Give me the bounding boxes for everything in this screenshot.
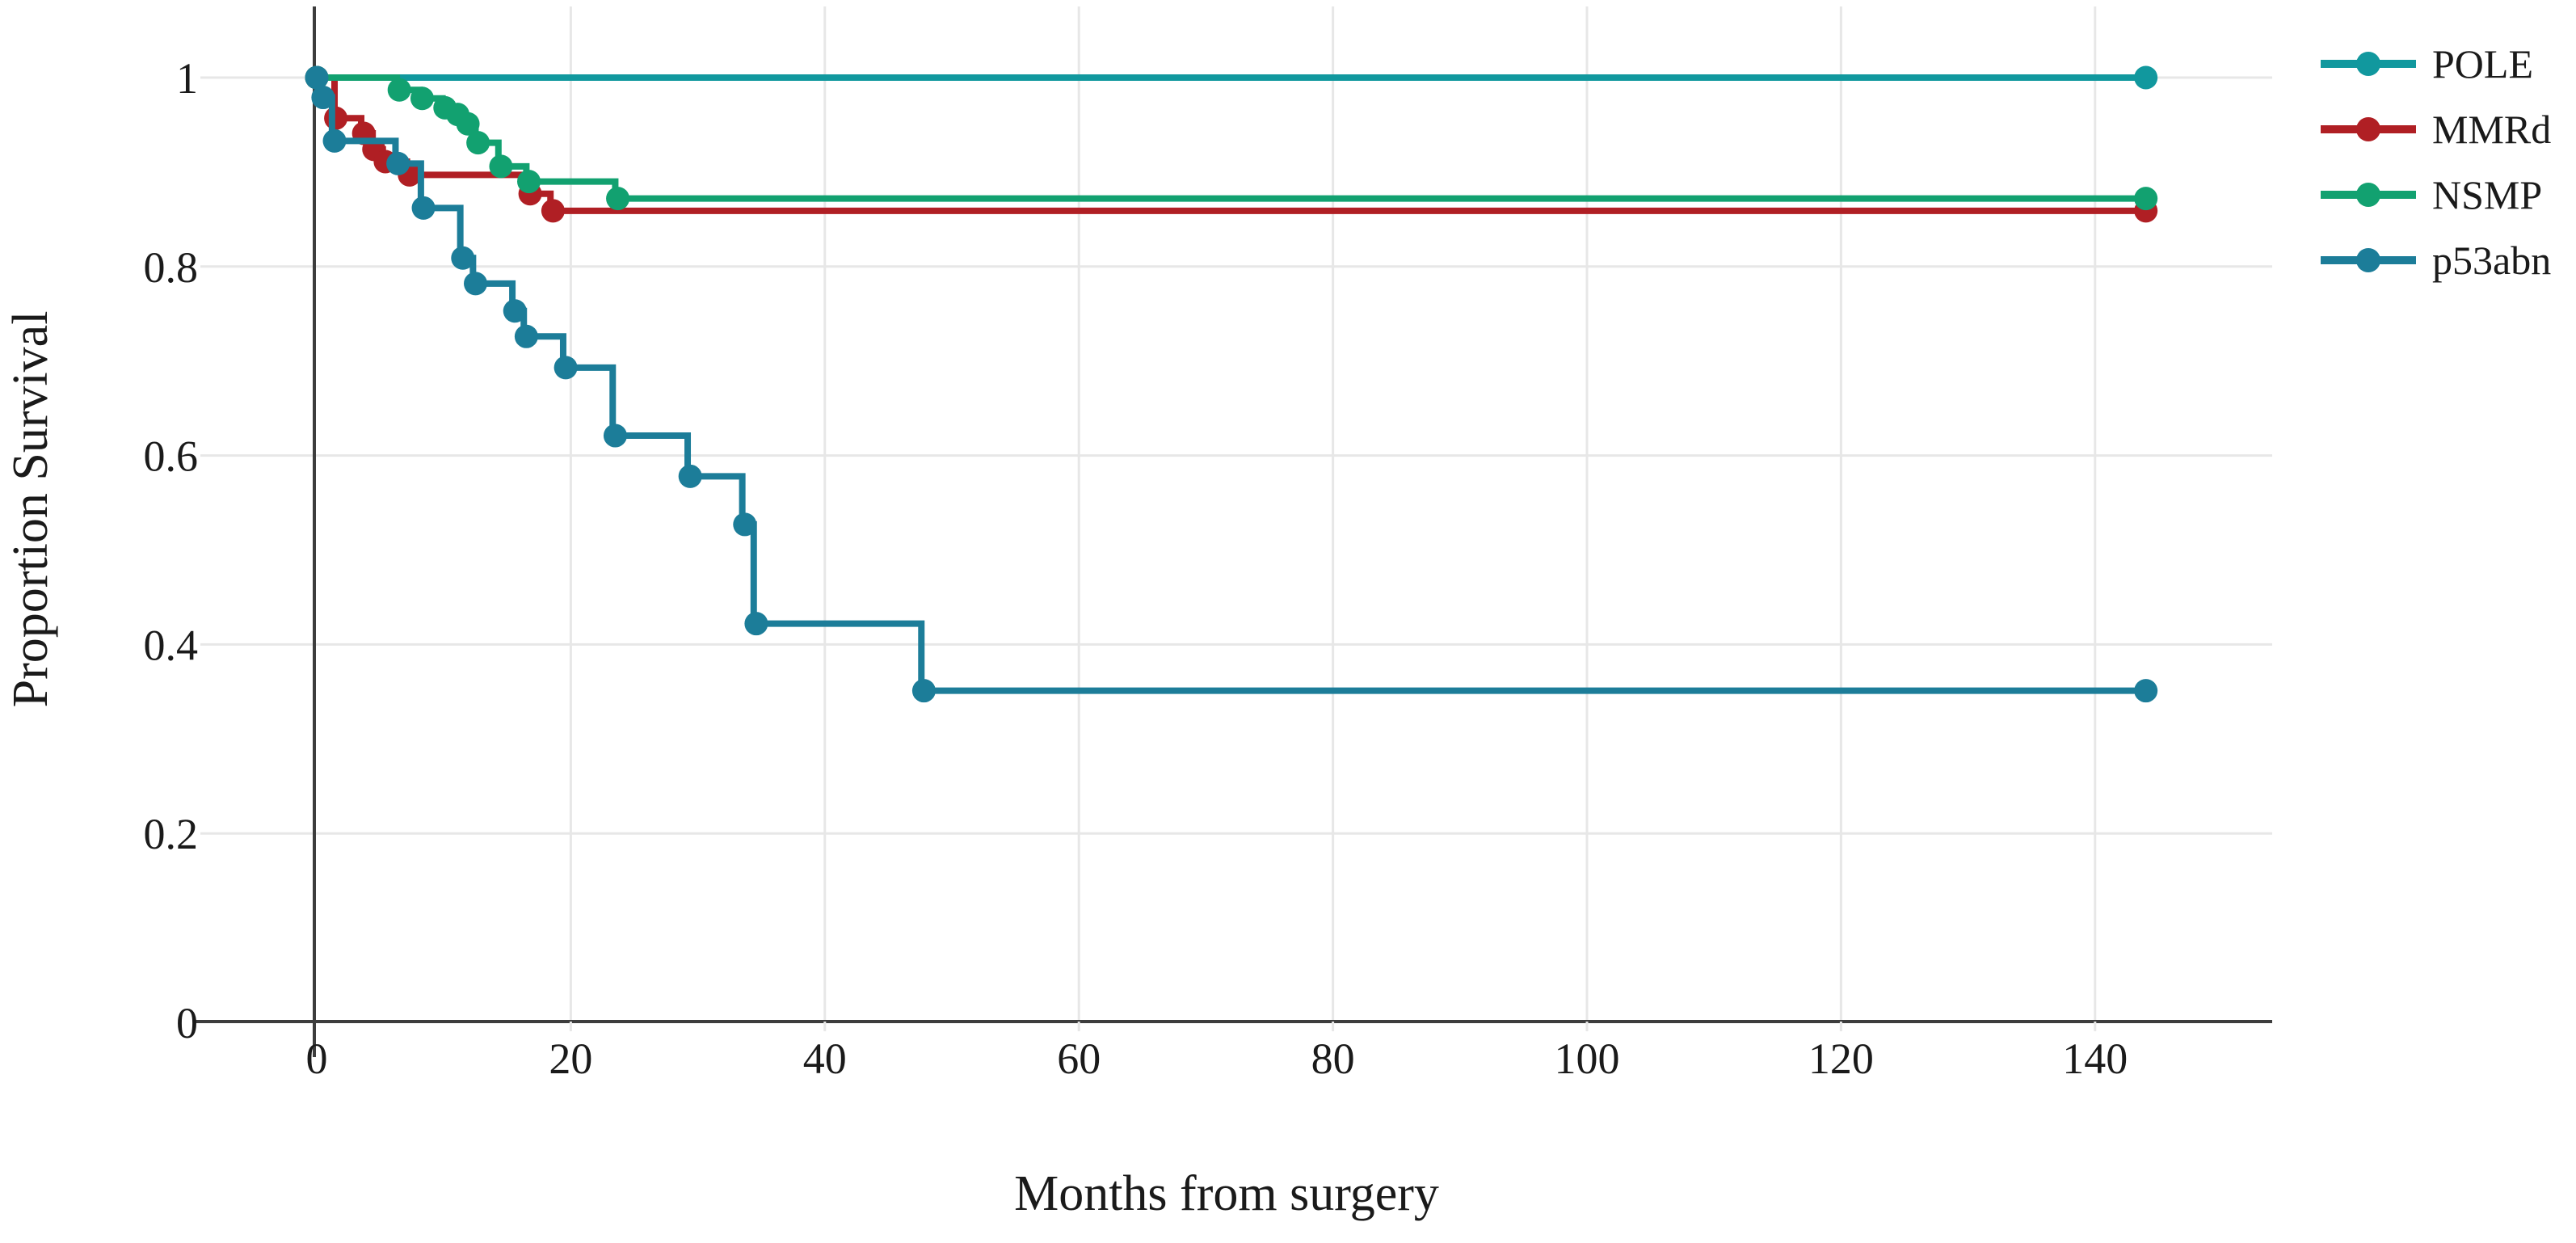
censor-dot <box>2134 187 2158 211</box>
legend-item-MMRd: MMRd <box>2321 107 2551 152</box>
censor-dot <box>503 299 527 323</box>
legend-marker-dot <box>2356 117 2380 141</box>
censor-dot <box>386 151 410 175</box>
survival-step-line <box>317 74 2146 202</box>
axes: 0 20 40 60 80 100 120 140 1 0.8 0.6 0.4 0.2 0 <box>144 6 2272 1083</box>
x-tick-label: 60 <box>1057 1034 1101 1083</box>
censor-dot <box>410 86 434 111</box>
censor-dot <box>603 423 627 448</box>
legend-item-p53abn: p53abn <box>2321 238 2551 283</box>
x-axis-title: Months from surgery <box>1014 1166 1439 1221</box>
gridlines <box>200 6 2272 1022</box>
series-POLE <box>305 65 2158 90</box>
censor-dot <box>517 170 541 194</box>
censor-dot <box>514 324 538 348</box>
legend-item-POLE: POLE <box>2321 41 2533 86</box>
axis-titles: Months from surgery Proportion Survival <box>3 311 1439 1221</box>
censor-dot <box>911 679 936 703</box>
censor-dot <box>466 131 490 155</box>
legend-item-NSMP: NSMP <box>2321 172 2542 217</box>
survival-step-line <box>317 74 2146 694</box>
censor-dot <box>464 272 487 296</box>
censor-dot <box>2134 65 2158 90</box>
censor-dot <box>387 78 411 102</box>
x-tick-label: 120 <box>1808 1034 1874 1083</box>
censor-dot <box>311 86 335 110</box>
y-axis-title: Proportion Survival <box>3 311 58 708</box>
censor-dot <box>456 112 480 136</box>
y-tick-label: 0.4 <box>144 621 199 669</box>
legend: POLE MMRd NSMP p53abn <box>2321 41 2551 283</box>
y-tick-label: 1 <box>176 54 198 103</box>
series-p53abn <box>305 65 2158 703</box>
y-tick-label: 0 <box>176 999 198 1047</box>
censor-dot <box>554 356 578 380</box>
x-tick-label: 140 <box>2062 1034 2128 1083</box>
censor-dot <box>489 154 513 179</box>
legend-label: MMRd <box>2432 107 2551 152</box>
x-tick-label: 0 <box>306 1034 328 1083</box>
censor-dot <box>2134 679 2158 703</box>
y-tick-label: 0.2 <box>144 810 199 858</box>
censor-dot <box>305 65 329 90</box>
censor-dot <box>322 129 347 153</box>
legend-label: POLE <box>2432 41 2533 86</box>
x-tick-label: 20 <box>549 1034 592 1083</box>
survival-curves <box>305 65 2158 703</box>
legend-label: NSMP <box>2432 172 2542 217</box>
censor-dot <box>678 464 702 488</box>
x-tick-label: 40 <box>803 1034 847 1083</box>
censor-dot <box>451 246 475 270</box>
censor-dot <box>541 199 565 223</box>
legend-marker-dot <box>2356 183 2380 207</box>
censor-dot <box>411 196 436 220</box>
series-NSMP <box>305 65 2158 211</box>
legend-marker-dot <box>2356 248 2380 272</box>
legend-label: p53abn <box>2432 238 2551 283</box>
censor-dot <box>324 106 348 130</box>
x-tick-label: 100 <box>1555 1034 1620 1083</box>
censor-dot <box>606 187 630 211</box>
x-tick-label: 80 <box>1311 1034 1355 1083</box>
legend-marker-dot <box>2356 52 2380 76</box>
survival-step-line <box>317 74 2146 214</box>
censor-dot <box>744 612 768 636</box>
y-tick-label: 0.8 <box>144 243 199 292</box>
y-tick-label: 0.6 <box>144 432 199 481</box>
censor-dot <box>733 512 757 537</box>
